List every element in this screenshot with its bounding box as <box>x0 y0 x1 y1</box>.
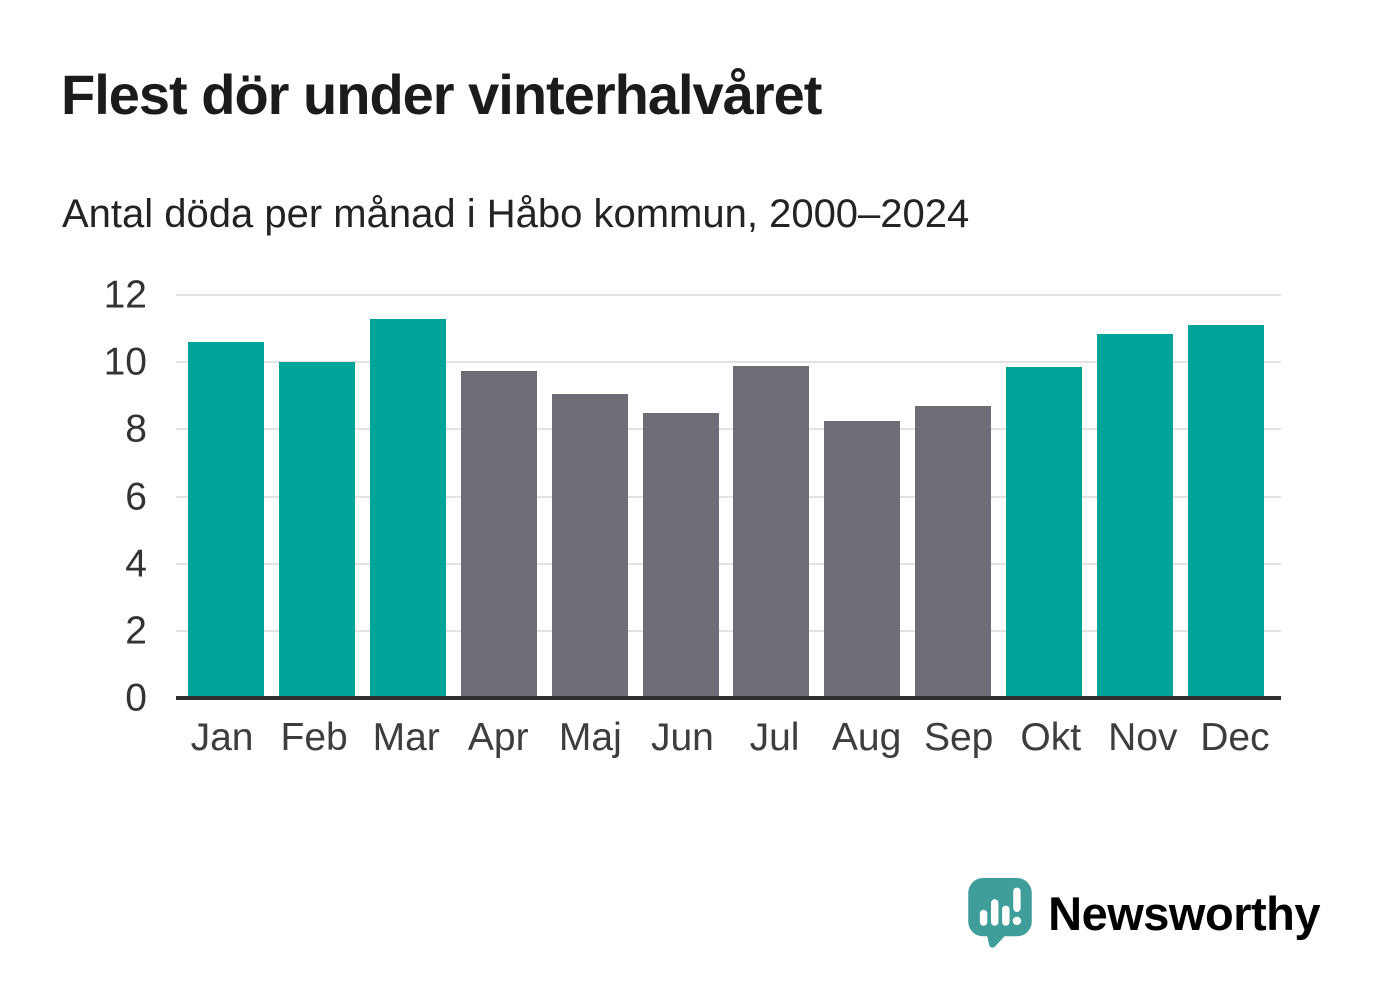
bar-okt <box>1005 367 1082 698</box>
plot-area <box>176 294 1281 700</box>
bar-feb <box>279 362 356 698</box>
bar-apr <box>460 370 537 698</box>
gridline <box>176 361 1281 364</box>
y-tick-label: 8 <box>125 407 147 451</box>
bar-aug <box>824 420 901 698</box>
bar-column <box>544 295 635 698</box>
logo-exclamation-bar <box>1013 887 1021 912</box>
x-axis-line <box>176 696 1281 700</box>
bar-mar <box>370 318 447 698</box>
x-axis-labels: Jan Feb Mar Apr Maj Jun Jul Aug Sep Okt Nov Dec <box>176 716 1281 760</box>
y-tick-label: 6 <box>125 475 147 518</box>
x-tick-label: Okt <box>1020 716 1082 759</box>
x-tick-label: Mar <box>372 716 440 759</box>
x-tick-label: Sep <box>923 716 994 759</box>
x-tick-label: Nov <box>1108 716 1178 759</box>
bar-column <box>998 295 1089 698</box>
bar-column <box>908 295 999 698</box>
bar-jan <box>188 342 265 698</box>
gridline <box>176 562 1281 565</box>
logo-bar-medium <box>1002 905 1010 926</box>
bars-container <box>181 295 1271 698</box>
gridline <box>176 495 1281 498</box>
bar-column <box>1089 295 1180 698</box>
bar-jun <box>642 412 719 698</box>
logo-exclamation-dot <box>1012 916 1022 926</box>
logo-bar-short <box>980 909 988 926</box>
y-tick-label: 12 <box>103 273 147 317</box>
bar-column <box>1180 295 1271 698</box>
bar-column <box>635 295 726 698</box>
y-tick-label: 10 <box>103 340 147 384</box>
brand-wordmark: Newsworthy <box>1048 886 1320 940</box>
x-tick-label: Apr <box>467 716 529 759</box>
y-tick-label: 4 <box>125 542 147 586</box>
bar-column <box>453 295 544 698</box>
bar-sep <box>915 405 992 698</box>
gridline <box>176 294 1281 296</box>
gridline <box>176 629 1281 632</box>
bar-column <box>272 295 363 698</box>
bar-dec <box>1187 325 1264 698</box>
bar-column <box>817 295 908 698</box>
gridline <box>176 428 1281 431</box>
newsworthy-logo-icon <box>968 878 1032 948</box>
x-tick-label: Jul <box>749 716 800 759</box>
x-tick-label: Feb <box>280 716 348 759</box>
y-tick-label: 0 <box>125 676 147 720</box>
bar-column <box>726 295 817 698</box>
x-tick-label: Jan <box>190 716 254 759</box>
x-tick-label: Maj <box>558 716 622 759</box>
brand-footer: Newsworthy <box>966 877 1320 949</box>
bar-column <box>181 295 272 698</box>
x-tick-label: Aug <box>831 716 902 759</box>
y-tick-label: 2 <box>125 609 147 653</box>
y-axis-labels: 0 2 4 6 8 10 12 <box>0 276 147 718</box>
chart-subtitle: Antal döda per månad i Håbo kommun, 2000… <box>62 192 970 236</box>
bar-nov <box>1096 333 1173 698</box>
bar-maj <box>551 394 628 698</box>
x-tick-label: Dec <box>1200 716 1270 759</box>
chart-title: Flest dör under vinterhalvåret <box>61 63 822 126</box>
bar-column <box>363 295 454 698</box>
bar-jul <box>733 365 810 698</box>
x-tick-label: Jun <box>650 716 714 759</box>
logo-bar-tall <box>991 899 999 926</box>
